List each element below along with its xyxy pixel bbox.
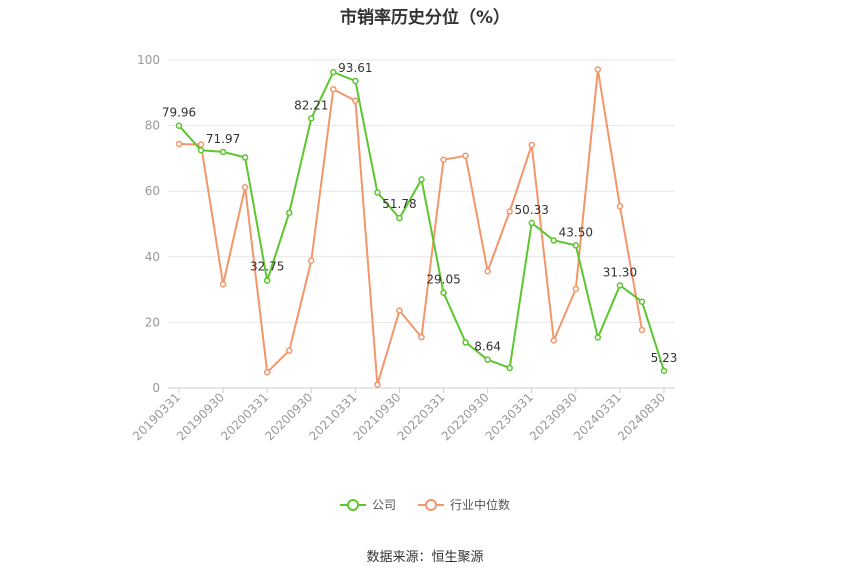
company-data-label: 31.30 — [603, 265, 637, 279]
company-point — [550, 237, 558, 244]
company-point — [506, 364, 513, 372]
industry-median-line — [178, 68, 643, 386]
legend-item-company[interactable]: 公司 — [339, 496, 396, 513]
industry-median-point — [484, 267, 491, 275]
grid-lines — [168, 59, 675, 323]
company-data-label: 43.50 — [559, 225, 593, 239]
industry-median-point — [638, 326, 646, 334]
company-point — [219, 148, 227, 156]
y-tick-label: 40 — [145, 250, 160, 264]
company-point — [374, 189, 381, 196]
company-point — [197, 146, 205, 154]
legend-industry-marker — [418, 498, 444, 511]
industry-median-point — [572, 285, 580, 293]
industry-median-point — [506, 208, 513, 215]
industry-median-point — [241, 184, 249, 191]
company-point — [330, 68, 337, 76]
industry-median-point — [308, 257, 315, 264]
company-data-label: 32.75 — [250, 260, 284, 274]
company-point — [616, 282, 624, 289]
industry-median-point — [219, 281, 227, 288]
company-point — [263, 277, 271, 284]
company-data-label: 50.33 — [515, 203, 549, 217]
y-tick-label: 60 — [145, 184, 160, 198]
company-data-label: 71.97 — [206, 132, 240, 146]
company-point — [440, 289, 447, 296]
industry-median-point — [462, 152, 469, 160]
x-tick-label: 20240830 — [615, 390, 668, 443]
legend-industry-label: 行业中位数 — [450, 498, 511, 512]
company-point — [462, 339, 469, 346]
y-tick-label: 100 — [137, 53, 160, 67]
data-labels: 79.96 71.97 32.75 82.21 93.61 51.78 29.05 8.64 5… — [162, 61, 678, 365]
company-point — [396, 214, 403, 222]
industry-median-point — [263, 369, 271, 376]
company-line — [178, 71, 665, 372]
legend-company-marker — [339, 498, 366, 511]
company-point — [528, 219, 535, 227]
company-point — [638, 298, 646, 305]
industry-median-point — [550, 337, 558, 344]
company-point — [418, 176, 425, 183]
industry-median-point — [396, 307, 403, 314]
company-point — [352, 77, 359, 85]
y-tick-label: 80 — [145, 119, 160, 133]
company-point — [175, 122, 183, 129]
company-data-label: 82.21 — [294, 98, 328, 112]
company-data-label: 29.05 — [426, 273, 460, 287]
chart-title: 市销率历史分位（%） — [339, 8, 511, 28]
y-tick-label: 0 — [152, 381, 160, 395]
industry-median-point — [418, 333, 425, 341]
industry-median-point — [197, 141, 205, 148]
company-point — [285, 209, 293, 217]
industry-median-point — [285, 347, 293, 354]
legend-item-industry-median[interactable]: 行业中位数 — [418, 496, 510, 513]
industry-median-point — [528, 141, 535, 149]
company-point — [308, 115, 315, 122]
industry-median-point — [440, 156, 447, 163]
company-data-label: 5.23 — [651, 351, 678, 365]
company-point — [572, 242, 580, 249]
industry-median-point — [594, 66, 602, 73]
industry-median-point — [175, 140, 183, 148]
legend-company-label: 公司 — [371, 498, 396, 512]
company-point — [594, 334, 602, 341]
company-point — [241, 154, 249, 161]
series-lines — [175, 66, 668, 388]
industry-median-point — [352, 97, 359, 104]
company-point — [484, 356, 491, 363]
company-point — [660, 367, 668, 375]
company-data-label: 93.61 — [338, 61, 372, 75]
industry-median-point — [616, 203, 624, 210]
y-tick-label: 20 — [145, 315, 160, 329]
company-data-label: 79.96 — [162, 106, 196, 120]
industry-median-point — [330, 85, 337, 93]
company-data-label: 8.64 — [474, 340, 501, 354]
company-data-label: 51.78 — [382, 197, 416, 211]
source-note: 数据来源：恒生聚源 — [366, 550, 484, 565]
industry-median-point — [374, 381, 381, 388]
legend: 公司 行业中位数 — [0, 496, 850, 513]
